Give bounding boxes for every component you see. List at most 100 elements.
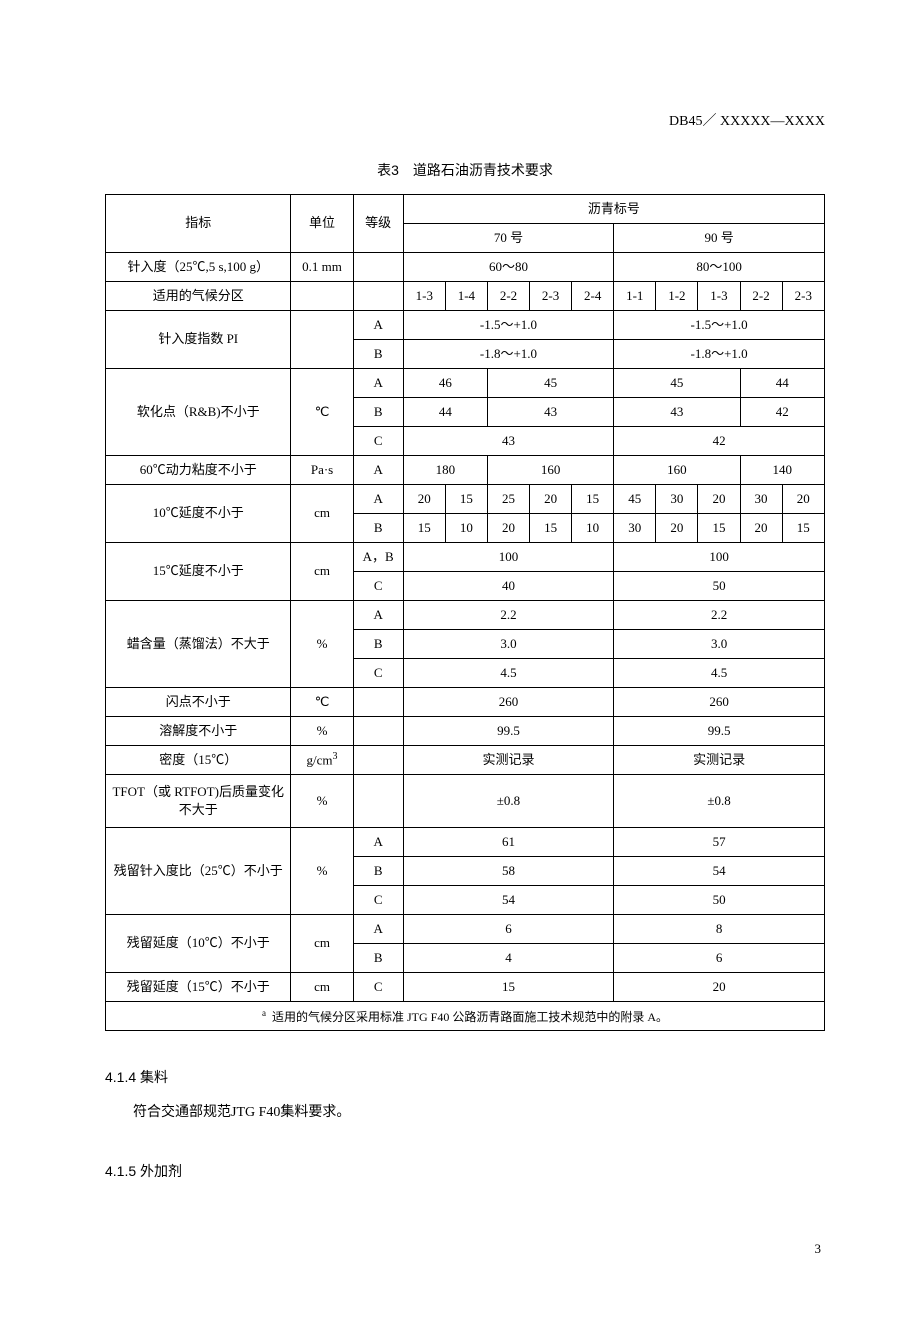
row-duct10-a: 10℃延度不小于 cm A 20 15 25 20 15 45 30 20 30… bbox=[106, 485, 825, 514]
th-90: 90 号 bbox=[614, 224, 825, 253]
cell-value: 2.2 bbox=[614, 601, 825, 630]
cell-value: 1-3 bbox=[403, 282, 445, 311]
row-solub: 溶解度不小于 % 99.5 99.5 bbox=[106, 717, 825, 746]
cell-value: 20 bbox=[530, 485, 572, 514]
cell-value: 2-2 bbox=[740, 282, 782, 311]
cell-value: -1.5～+1.0 bbox=[403, 311, 613, 340]
cell-grade: A bbox=[353, 828, 403, 857]
th-indicator: 指标 bbox=[106, 195, 291, 253]
cell-grade: C bbox=[353, 973, 403, 1002]
cell-value: 80～100 bbox=[614, 253, 825, 282]
row-duct15-ab: 15℃延度不小于 cm A，B 100 100 bbox=[106, 543, 825, 572]
spec-table: 指标 单位 等级 沥青标号 70 号 90 号 针入度（25℃,5 s,100 … bbox=[105, 194, 825, 1031]
cell-value: 15 bbox=[530, 514, 572, 543]
cell-unit: % bbox=[291, 775, 353, 828]
cell-value: 4.5 bbox=[614, 659, 825, 688]
cell-unit: ℃ bbox=[291, 688, 353, 717]
cell-value: 10 bbox=[572, 514, 614, 543]
cell-value: 2-4 bbox=[572, 282, 614, 311]
cell-value: 20 bbox=[614, 973, 825, 1002]
cell-unit: % bbox=[291, 828, 353, 915]
cell-value: 30 bbox=[614, 514, 656, 543]
row-soft-a: 软化点（R&B)不小于 ℃ A 46 45 45 44 bbox=[106, 369, 825, 398]
row-penetration: 针入度（25℃,5 s,100 g） 0.1 mm 60～80 80～100 bbox=[106, 253, 825, 282]
cell-value: 6 bbox=[403, 915, 613, 944]
cell-value: 60～80 bbox=[403, 253, 613, 282]
section-414-title: 集料 bbox=[140, 1069, 168, 1085]
section-415-heading: 4.1.5 外加剂 bbox=[105, 1161, 825, 1181]
row-residpen-a: 残留针入度比（25℃）不小于 % A 61 57 bbox=[106, 828, 825, 857]
cell-value: 43 bbox=[487, 398, 613, 427]
row-density: 密度（15℃） g/cm3 实测记录 实测记录 bbox=[106, 746, 825, 775]
cell-value: 15 bbox=[782, 514, 824, 543]
cell-value: 42 bbox=[740, 398, 825, 427]
cell-label: 60℃动力粘度不小于 bbox=[106, 456, 291, 485]
cell-grade bbox=[353, 282, 403, 311]
cell-label: 15℃延度不小于 bbox=[106, 543, 291, 601]
cell-value: -1.5～+1.0 bbox=[614, 311, 825, 340]
cell-value: 实测记录 bbox=[403, 746, 613, 775]
cell-grade: C bbox=[353, 886, 403, 915]
cell-value: 40 bbox=[403, 572, 613, 601]
cell-value: 2-3 bbox=[782, 282, 824, 311]
cell-grade bbox=[353, 746, 403, 775]
row-tfot: TFOT（或 RTFOT)后质量变化不大于 % ±0.8 ±0.8 bbox=[106, 775, 825, 828]
cell-value: 30 bbox=[656, 485, 698, 514]
cell-grade: C bbox=[353, 659, 403, 688]
cell-label: 闪点不小于 bbox=[106, 688, 291, 717]
cell-grade: A bbox=[353, 485, 403, 514]
cell-value: 10 bbox=[445, 514, 487, 543]
row-visc60: 60℃动力粘度不小于 Pa·s A 180 160 160 140 bbox=[106, 456, 825, 485]
cell-grade: B bbox=[353, 398, 403, 427]
cell-value: 57 bbox=[614, 828, 825, 857]
cell-label: 软化点（R&B)不小于 bbox=[106, 369, 291, 456]
cell-value: 58 bbox=[403, 857, 613, 886]
th-grade: 等级 bbox=[353, 195, 403, 253]
cell-unit: cm bbox=[291, 543, 353, 601]
cell-label: 残留延度（15℃）不小于 bbox=[106, 973, 291, 1002]
cell-grade: A bbox=[353, 456, 403, 485]
section-414-num: 4.1.4 bbox=[105, 1069, 136, 1085]
footnote-mark: a bbox=[262, 1008, 272, 1018]
cell-value: 160 bbox=[487, 456, 613, 485]
cell-unit: cm bbox=[291, 485, 353, 543]
cell-unit: cm bbox=[291, 973, 353, 1002]
row-residd15: 残留延度（15℃）不小于 cm C 15 20 bbox=[106, 973, 825, 1002]
density-unit: g/cm bbox=[307, 753, 333, 768]
row-footnote: a适用的气候分区采用标准 JTG F40 公路沥青路面施工技术规范中的附录 A。 bbox=[106, 1002, 825, 1031]
cell-value: 20 bbox=[487, 514, 529, 543]
row-flash: 闪点不小于 ℃ 260 260 bbox=[106, 688, 825, 717]
section-414-heading: 4.1.4 集料 bbox=[105, 1067, 825, 1087]
cell-value: 43 bbox=[614, 398, 740, 427]
cell-unit bbox=[291, 282, 353, 311]
cell-grade: C bbox=[353, 427, 403, 456]
cell-label: 溶解度不小于 bbox=[106, 717, 291, 746]
cell-value: 44 bbox=[403, 398, 487, 427]
row-residd10-a: 残留延度（10℃）不小于 cm A 6 8 bbox=[106, 915, 825, 944]
cell-label: TFOT（或 RTFOT)后质量变化不大于 bbox=[106, 775, 291, 828]
footnote-text: 适用的气候分区采用标准 JTG F40 公路沥青路面施工技术规范中的附录 A。 bbox=[272, 1010, 668, 1024]
cell-value: 1-2 bbox=[656, 282, 698, 311]
cell-grade bbox=[353, 253, 403, 282]
cell-unit: ℃ bbox=[291, 369, 353, 456]
cell-value: 54 bbox=[614, 857, 825, 886]
cell-grade bbox=[353, 717, 403, 746]
cell-grade: A bbox=[353, 601, 403, 630]
cell-value: -1.8～+1.0 bbox=[614, 340, 825, 369]
cell-value: 15 bbox=[403, 973, 613, 1002]
cell-value: -1.8～+1.0 bbox=[403, 340, 613, 369]
page-number: 3 bbox=[105, 1241, 825, 1257]
cell-value: 260 bbox=[614, 688, 825, 717]
cell-value: 3.0 bbox=[614, 630, 825, 659]
cell-value: 61 bbox=[403, 828, 613, 857]
cell-value: 46 bbox=[403, 369, 487, 398]
cell-label: 适用的气候分区 bbox=[106, 282, 291, 311]
row-climate: 适用的气候分区 1-3 1-4 2-2 2-3 2-4 1-1 1-2 1-3 … bbox=[106, 282, 825, 311]
section-415-title: 外加剂 bbox=[140, 1163, 182, 1179]
cell-value: 54 bbox=[403, 886, 613, 915]
cell-value: 260 bbox=[403, 688, 613, 717]
cell-value: 140 bbox=[740, 456, 825, 485]
cell-grade: B bbox=[353, 514, 403, 543]
cell-label: 残留针入度比（25℃）不小于 bbox=[106, 828, 291, 915]
cell-value: 2.2 bbox=[403, 601, 613, 630]
